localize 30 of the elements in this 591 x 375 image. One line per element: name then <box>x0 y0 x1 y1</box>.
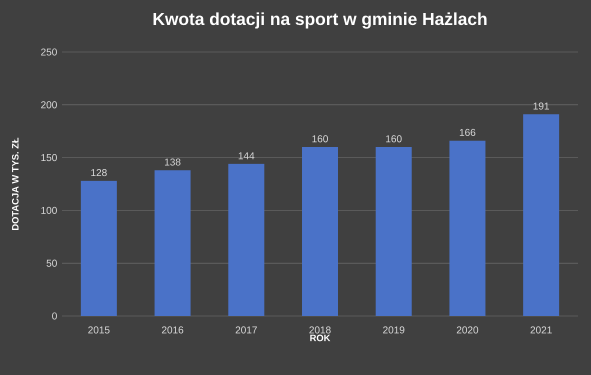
data-label: 166 <box>460 128 476 136</box>
y-tick-label: 100 <box>41 206 57 214</box>
data-label: 144 <box>238 152 254 160</box>
y-tick-label: 200 <box>41 101 57 108</box>
x-tick-label: 2015 <box>88 326 110 334</box>
x-tick-label: 2017 <box>236 326 257 334</box>
y-tick-label: 0 <box>52 312 57 320</box>
bar <box>449 140 486 316</box>
x-tick-label: 2018 <box>309 326 331 334</box>
data-label: 160 <box>312 135 328 142</box>
y-axis-title: DOTACJA W TYS. ZŁ <box>12 138 19 230</box>
data-label: 191 <box>534 102 550 110</box>
bar <box>80 180 117 316</box>
y-tick-label: 250 <box>41 48 57 56</box>
x-axis-title: ROK <box>310 334 330 342</box>
bar <box>523 114 560 316</box>
y-tick-label: 50 <box>46 260 57 267</box>
y-tick-label: 150 <box>41 154 57 162</box>
data-label: 160 <box>386 135 402 142</box>
bar <box>154 170 191 316</box>
chart-title: Kwota dotacji na sport w gminie Hażlach <box>154 12 487 29</box>
bar <box>376 147 412 316</box>
x-tick-label: 2016 <box>162 326 184 334</box>
data-label: 128 <box>91 169 107 176</box>
x-tick-label: 2019 <box>383 326 404 334</box>
x-tick-label: 2021 <box>530 326 552 334</box>
bar <box>228 164 264 316</box>
bar <box>302 147 338 316</box>
data-label: 138 <box>164 158 180 166</box>
x-tick-label: 2020 <box>456 326 478 334</box>
